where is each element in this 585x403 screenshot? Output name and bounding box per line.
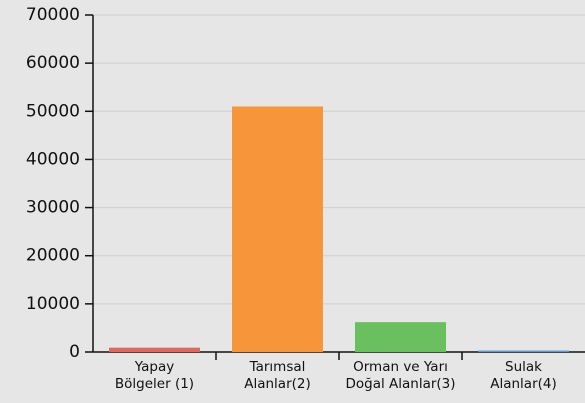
y-tick-label: 20000 — [26, 246, 80, 266]
x-tick-label: Tarımsal Alanlar(2) — [244, 359, 311, 392]
x-tick-label: Yapay Bölgeler (1) — [115, 359, 194, 392]
y-tick-label: 40000 — [26, 149, 80, 169]
y-tick-label: 10000 — [26, 294, 80, 314]
bar — [231, 106, 324, 352]
y-tick-label: 50000 — [26, 101, 80, 121]
x-tick-label: Sulak Alanlar(4) — [490, 359, 557, 392]
bar — [477, 350, 570, 352]
y-tick-label: 70000 — [26, 5, 80, 25]
x-tick-label: Orman ve Yarı Doğal Alanlar(3) — [345, 359, 455, 392]
y-tick-label: 0 — [69, 342, 80, 362]
bar — [354, 322, 447, 352]
bar — [108, 347, 201, 352]
y-tick-label: 60000 — [26, 53, 80, 73]
y-tick-label: 30000 — [26, 198, 80, 218]
